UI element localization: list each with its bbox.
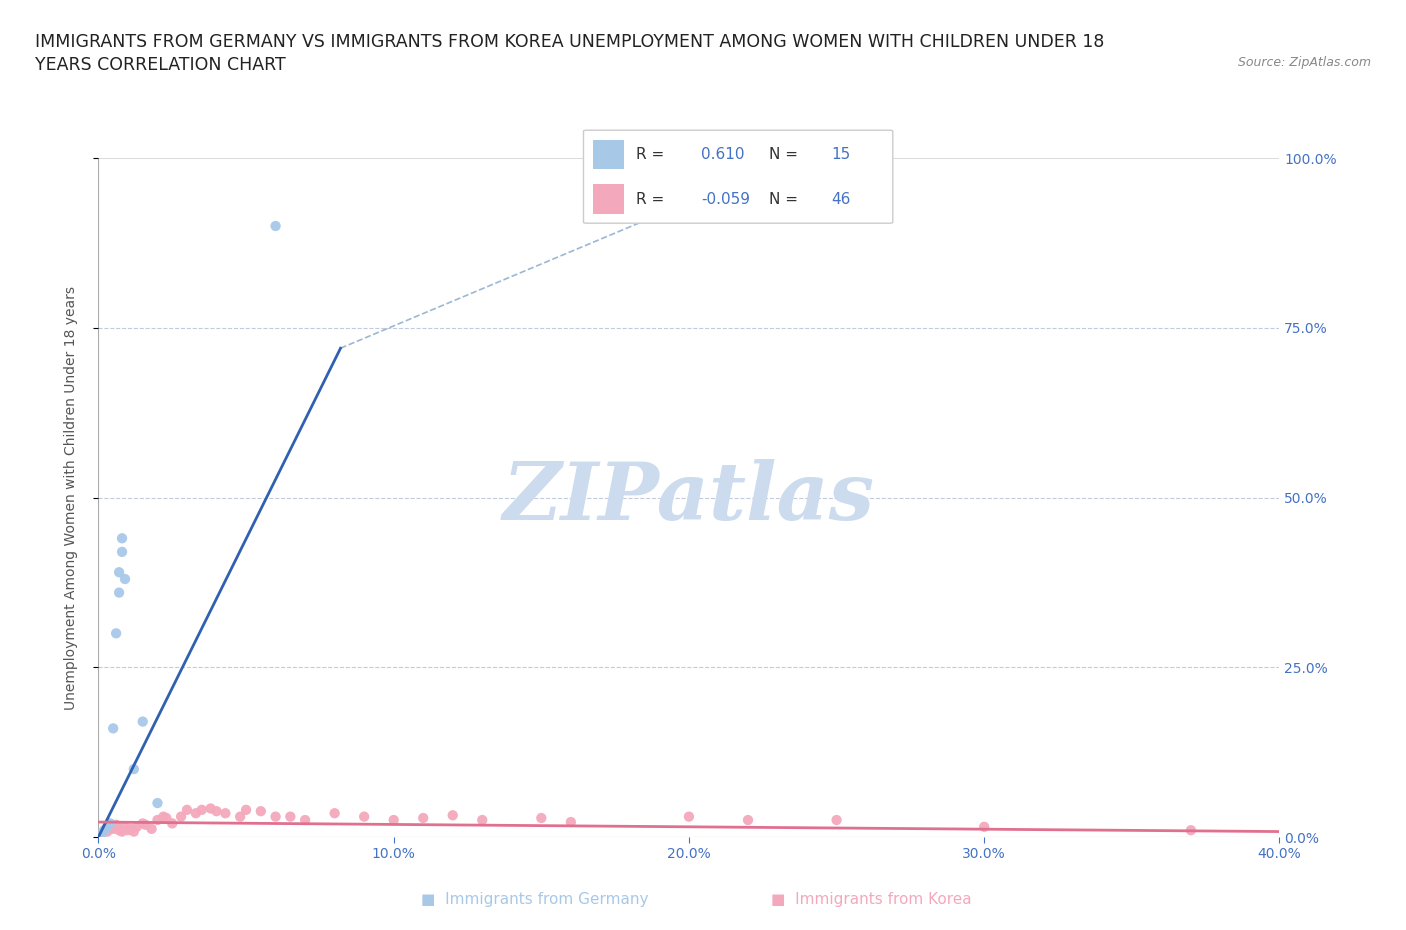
Point	[441, 808, 464, 823]
Text: 0.610: 0.610	[702, 147, 745, 162]
Point	[560, 815, 582, 830]
Point	[146, 813, 169, 828]
Point	[132, 714, 155, 729]
Text: R =: R =	[636, 147, 669, 162]
Point	[108, 823, 131, 838]
Point	[125, 819, 148, 834]
Point	[114, 819, 136, 834]
Point	[264, 809, 287, 824]
Point	[111, 824, 134, 839]
Point	[103, 721, 125, 736]
Text: ZIPatlas: ZIPatlas	[503, 458, 875, 537]
Point	[98, 819, 121, 834]
Point	[90, 826, 112, 841]
Point	[353, 809, 375, 824]
Text: ■  Immigrants from Korea: ■ Immigrants from Korea	[772, 892, 972, 907]
Point	[120, 821, 142, 836]
Point	[737, 813, 759, 828]
Point	[205, 804, 228, 818]
Text: ■  Immigrants from Germany: ■ Immigrants from Germany	[420, 892, 648, 907]
Text: -0.059: -0.059	[702, 192, 749, 206]
Point	[382, 813, 405, 828]
Point	[132, 816, 155, 830]
Point	[294, 813, 316, 828]
FancyBboxPatch shape	[583, 130, 893, 223]
Point	[108, 565, 131, 579]
Point	[200, 801, 222, 816]
Point	[93, 823, 115, 838]
Point	[278, 809, 302, 824]
Point	[96, 824, 118, 839]
Point	[122, 824, 145, 839]
Point	[214, 805, 236, 820]
Point	[93, 823, 115, 838]
Text: 46: 46	[831, 192, 851, 206]
Point	[1180, 823, 1202, 838]
Point	[250, 804, 273, 818]
Point	[235, 803, 257, 817]
Text: Source: ZipAtlas.com: Source: ZipAtlas.com	[1237, 56, 1371, 69]
Point	[135, 817, 157, 832]
Text: N =: N =	[769, 192, 803, 206]
Text: N =: N =	[769, 147, 803, 162]
Point	[678, 809, 700, 824]
Point	[229, 809, 252, 824]
Point	[108, 585, 131, 600]
Point	[530, 811, 553, 826]
Text: IMMIGRANTS FROM GERMANY VS IMMIGRANTS FROM KOREA UNEMPLOYMENT AMONG WOMEN WITH C: IMMIGRANTS FROM GERMANY VS IMMIGRANTS FR…	[35, 33, 1105, 50]
Point	[323, 805, 346, 820]
Point	[122, 762, 145, 777]
Point	[98, 816, 121, 830]
Point	[264, 219, 287, 233]
Point	[191, 803, 214, 817]
Point	[162, 816, 183, 830]
Point	[90, 826, 112, 841]
Point	[184, 805, 207, 820]
Point	[141, 821, 163, 836]
Bar	[593, 184, 624, 214]
Point	[105, 626, 128, 641]
Text: YEARS CORRELATION CHART: YEARS CORRELATION CHART	[35, 56, 285, 73]
Point	[111, 531, 134, 546]
Point	[176, 803, 198, 817]
Point	[96, 819, 118, 834]
Point	[103, 821, 125, 836]
Point	[111, 544, 134, 559]
Point	[825, 813, 848, 828]
Y-axis label: Unemployment Among Women with Children Under 18 years: Unemployment Among Women with Children U…	[63, 286, 77, 710]
Point	[114, 572, 136, 587]
Point	[117, 823, 139, 838]
Bar	[593, 140, 624, 169]
Point	[146, 796, 169, 811]
Point	[170, 809, 193, 824]
Point	[471, 813, 494, 828]
Point	[105, 817, 128, 832]
Point	[152, 809, 174, 824]
Point	[412, 811, 434, 826]
Point	[973, 819, 995, 834]
Text: R =: R =	[636, 192, 669, 206]
Point	[155, 811, 177, 826]
Text: 15: 15	[831, 147, 851, 162]
